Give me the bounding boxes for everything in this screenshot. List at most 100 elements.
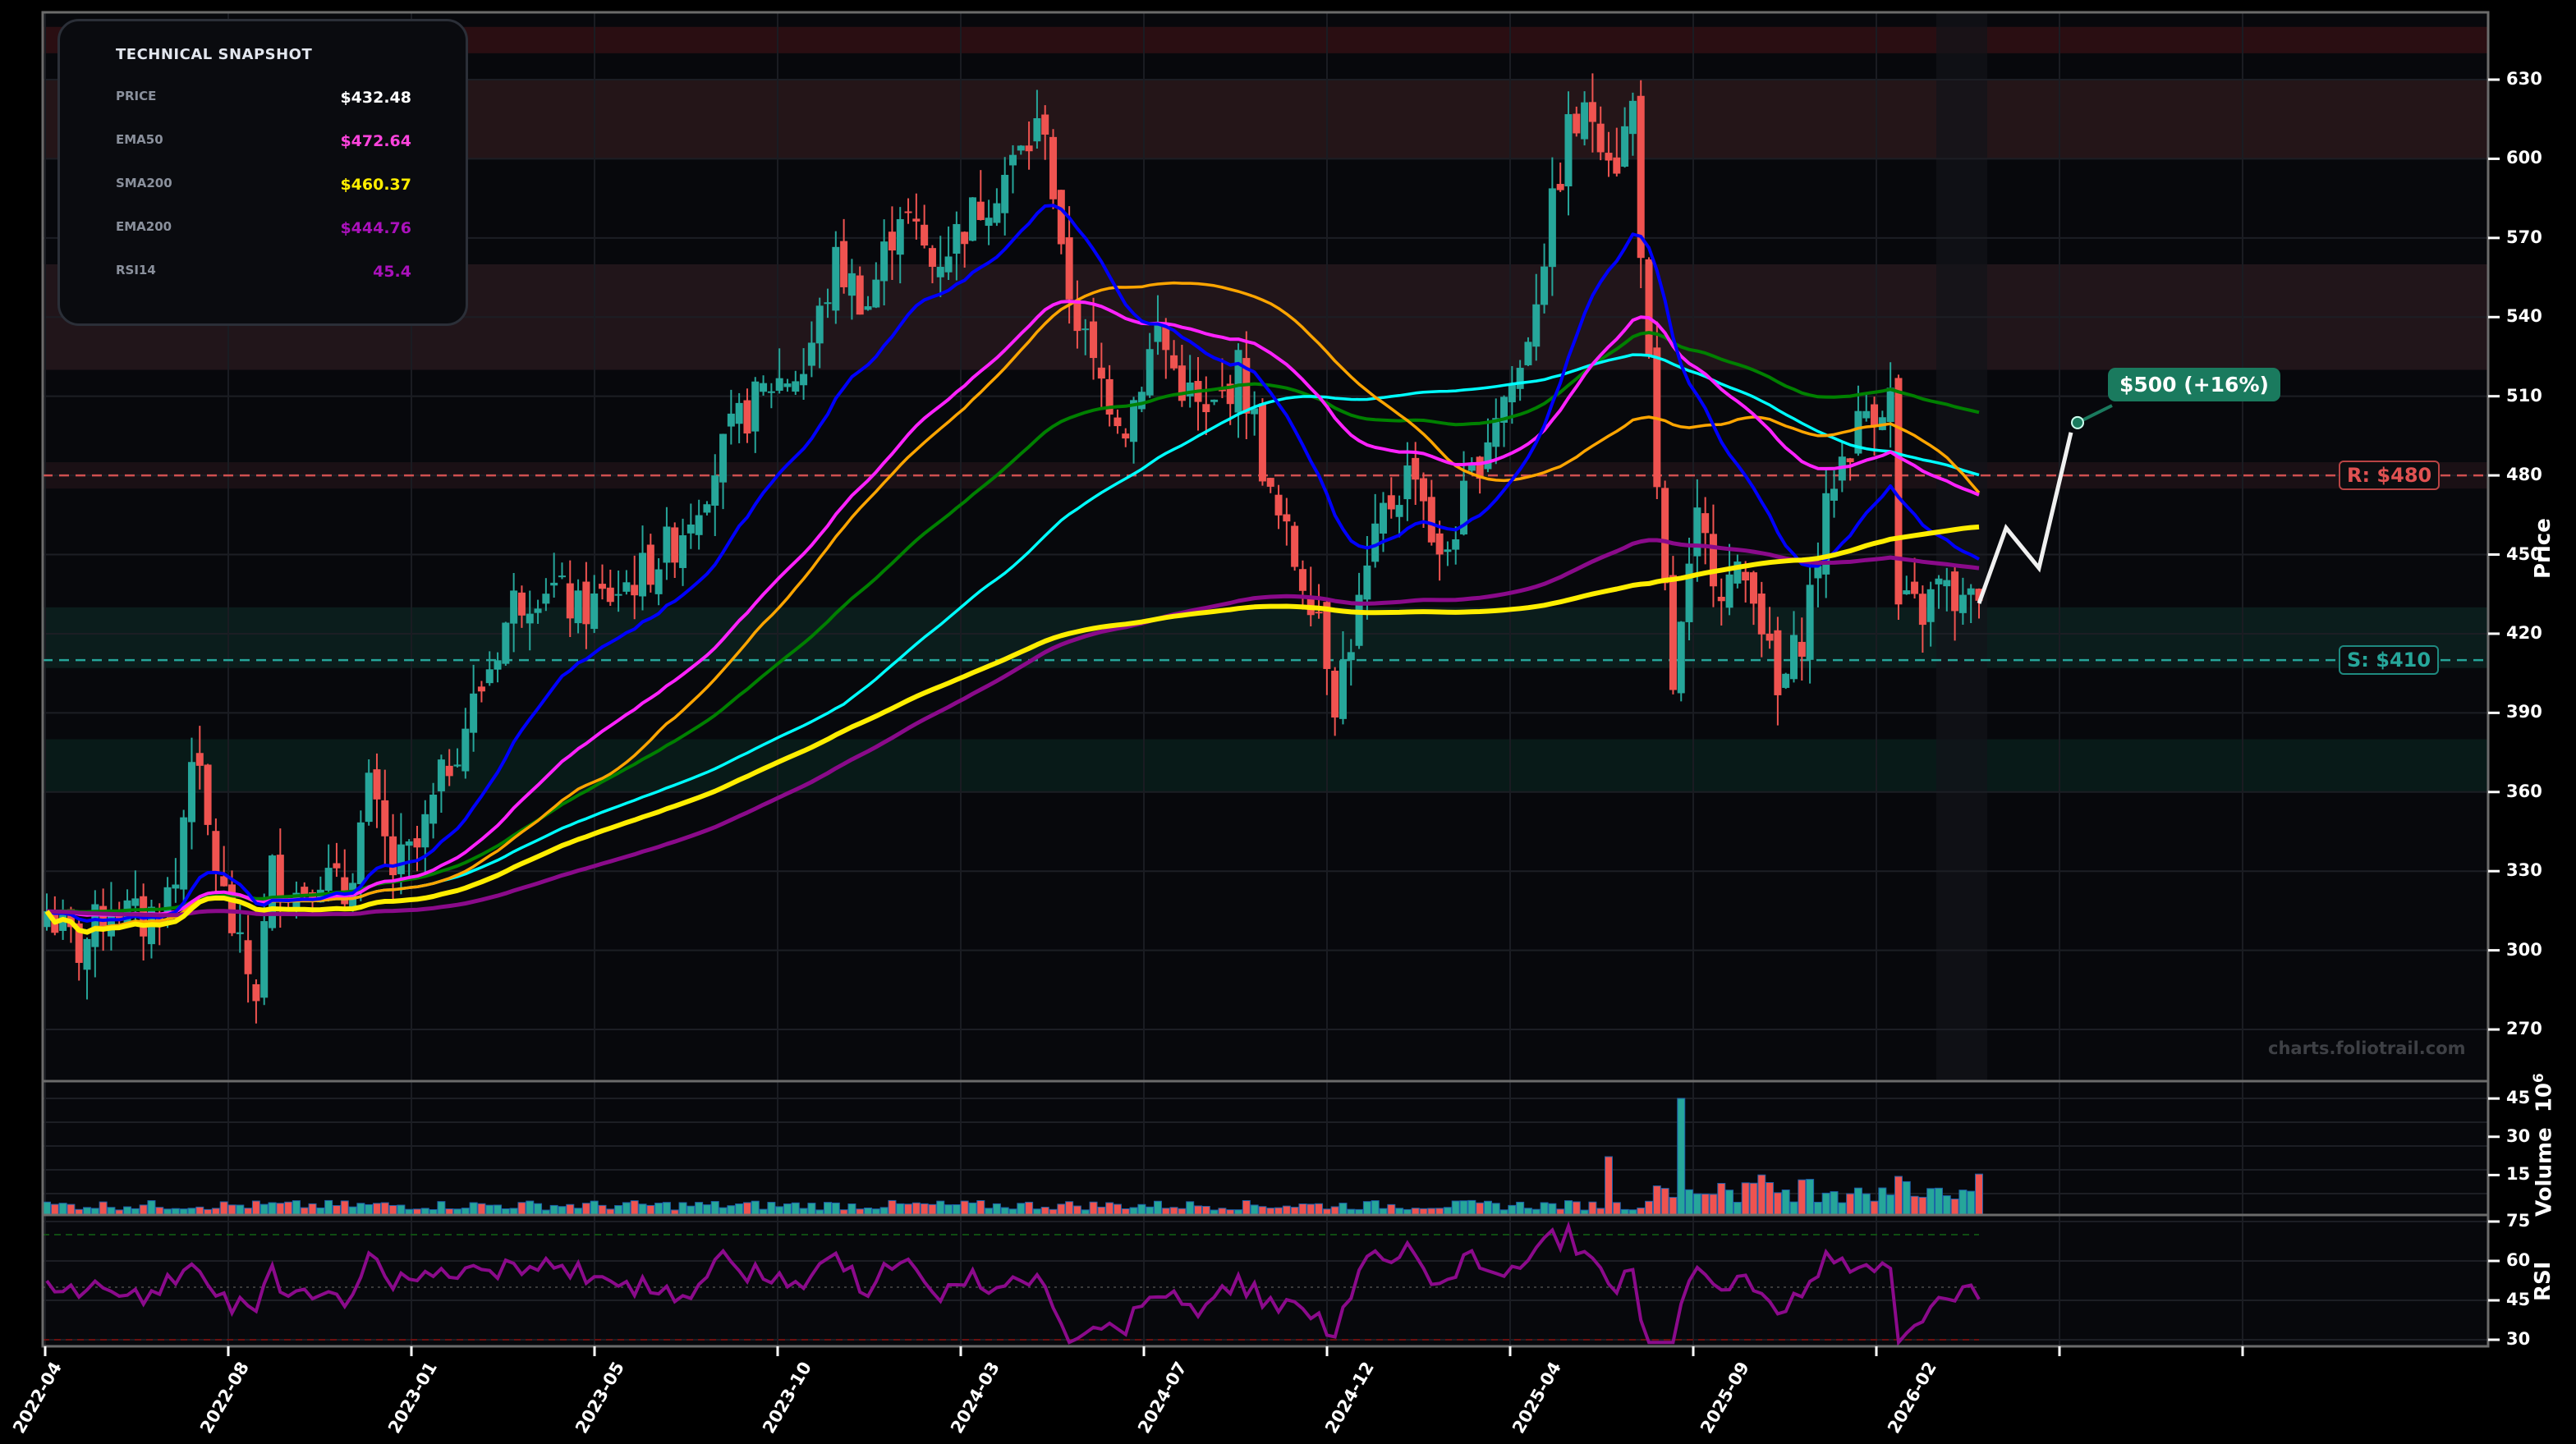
candle-body xyxy=(590,593,599,630)
candle-body xyxy=(517,592,526,616)
rsi-pane xyxy=(43,1215,2488,1346)
volume-bar xyxy=(824,1202,833,1216)
candle-body xyxy=(180,817,188,890)
volume-bar xyxy=(485,1204,494,1216)
volume-exponent-base: 10 xyxy=(2532,1082,2557,1113)
candle-body xyxy=(1749,572,1757,604)
y-tick-label: 15 xyxy=(2506,1164,2531,1185)
volume-bar xyxy=(1926,1188,1935,1216)
candle-body xyxy=(356,822,365,885)
snapshot-row-rsi14: RSI14 45.4 xyxy=(116,263,411,287)
volume-bar xyxy=(1894,1176,1903,1216)
candle-body xyxy=(365,772,373,823)
snapshot-value: $460.37 xyxy=(340,176,411,194)
volume-bar xyxy=(1733,1202,1742,1216)
candle-body xyxy=(631,584,639,596)
volume-bar xyxy=(1201,1205,1210,1216)
candle-body xyxy=(1266,478,1274,487)
volume-bar xyxy=(646,1204,655,1216)
candle-body xyxy=(1114,417,1122,427)
volume-bar xyxy=(1089,1201,1098,1216)
candle-body xyxy=(131,898,140,906)
y-tick-label: 570 xyxy=(2506,227,2542,247)
candle-body xyxy=(1926,589,1935,622)
candle-body xyxy=(1814,566,1822,579)
candle-body xyxy=(582,581,590,625)
candle-body xyxy=(783,383,792,387)
volume-bar xyxy=(1806,1179,1815,1216)
volume-bar xyxy=(1451,1200,1460,1216)
candle-body xyxy=(91,904,99,947)
volume-bar xyxy=(1886,1194,1895,1216)
volume-bar xyxy=(638,1203,647,1216)
candle-body xyxy=(1097,367,1105,379)
candle-body xyxy=(1935,578,1943,584)
volume-bar xyxy=(710,1201,719,1216)
volume-bar xyxy=(517,1202,526,1216)
snapshot-label: PRICE xyxy=(116,89,157,103)
snapshot-label: EMA50 xyxy=(116,132,163,147)
volume-bar xyxy=(1459,1200,1468,1216)
volume-bar xyxy=(1605,1156,1614,1216)
volume-bar xyxy=(1113,1203,1122,1216)
candle-body xyxy=(220,876,228,887)
volume-pane xyxy=(43,1081,2488,1215)
snapshot-value: 45.4 xyxy=(373,263,411,281)
candle-body xyxy=(1573,113,1581,134)
candle-body xyxy=(1806,584,1814,660)
projection-arrow xyxy=(1977,432,2073,604)
y-tick-label: 30 xyxy=(2506,1329,2531,1349)
candle-body xyxy=(269,855,277,928)
volume-bar xyxy=(1757,1174,1766,1216)
volume-bar xyxy=(968,1202,977,1216)
volume-bar xyxy=(1902,1180,1911,1216)
candle-body xyxy=(1605,153,1613,161)
candle-body xyxy=(309,892,317,902)
y-tick-label: 360 xyxy=(2506,781,2542,801)
candle-body xyxy=(1427,497,1435,543)
volume-bar xyxy=(1483,1200,1492,1216)
volume-bar xyxy=(952,1204,961,1216)
candle-body xyxy=(421,814,429,848)
candle-body xyxy=(614,594,622,596)
volume-bar xyxy=(1918,1196,1927,1216)
candle-body xyxy=(502,622,510,664)
volume-bar xyxy=(50,1203,59,1216)
volume-bar xyxy=(775,1206,784,1216)
candle-body xyxy=(1774,630,1782,695)
volume-bar xyxy=(340,1200,349,1216)
y-tick-label: 600 xyxy=(2506,148,2542,168)
volume-bar xyxy=(332,1205,341,1216)
candle-body xyxy=(792,381,800,392)
snapshot-value: $444.76 xyxy=(340,219,411,237)
volume-bar xyxy=(1298,1203,1307,1216)
volume-bar xyxy=(372,1203,381,1216)
candle-body xyxy=(1122,433,1130,439)
candle-body xyxy=(1323,602,1331,669)
candle-body xyxy=(1033,117,1041,142)
volume-bar xyxy=(1967,1190,1976,1216)
volume-bar xyxy=(1701,1194,1710,1216)
volume-bar xyxy=(276,1203,285,1216)
candle-body xyxy=(67,909,75,928)
candle-body xyxy=(1725,574,1733,608)
candle-body xyxy=(1701,513,1710,534)
candle-body xyxy=(405,841,413,846)
candle-body xyxy=(1943,580,1951,587)
volume-bar xyxy=(139,1204,148,1216)
snapshot-value: $472.64 xyxy=(340,132,411,150)
volume-bar xyxy=(1315,1203,1324,1216)
candle-body xyxy=(301,887,309,896)
volume-bar xyxy=(494,1204,503,1216)
candle-body xyxy=(1717,596,1725,602)
candle-body xyxy=(574,590,582,624)
candle-body xyxy=(1251,408,1259,415)
candle-body xyxy=(75,923,83,963)
candle-body xyxy=(43,910,51,928)
candle-body xyxy=(856,275,864,315)
volume-bar xyxy=(1878,1187,1887,1216)
volume-bar xyxy=(1934,1187,1943,1216)
volume-bar xyxy=(678,1202,687,1216)
candle-body xyxy=(807,342,815,366)
candle-body xyxy=(1757,594,1766,635)
